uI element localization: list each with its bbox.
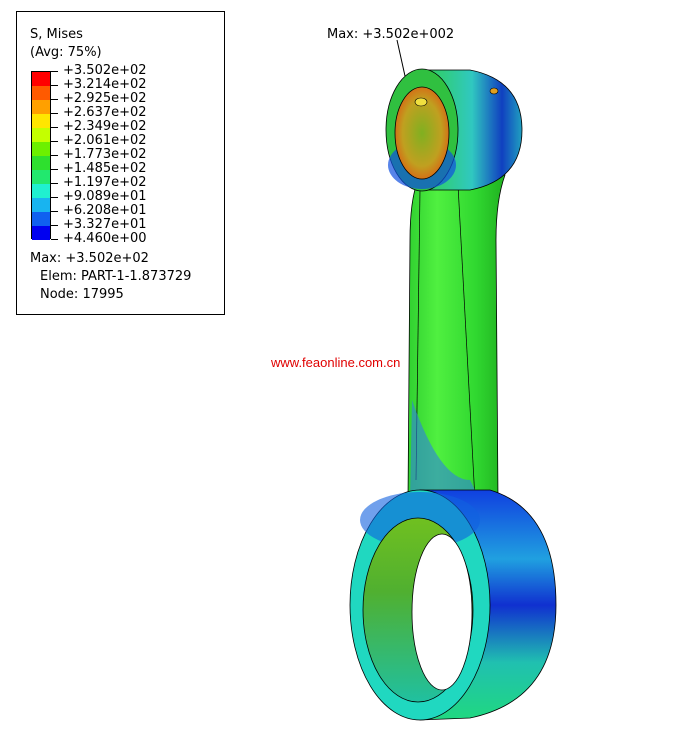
legend-tick xyxy=(51,155,58,156)
color-band xyxy=(32,114,50,128)
legend-tick xyxy=(51,211,58,212)
legend-value: +1.773e+02 xyxy=(63,147,147,162)
color-band xyxy=(32,184,50,198)
oil-hole xyxy=(489,87,499,95)
legend-value: +3.214e+02 xyxy=(63,77,147,92)
legend-value: +2.349e+02 xyxy=(63,119,147,134)
shank-shade xyxy=(410,400,480,500)
legend-tick xyxy=(51,141,58,142)
legend-value: +1.197e+02 xyxy=(63,175,147,190)
legend-tick xyxy=(51,85,58,86)
watermark: www.feaonline.com.cn xyxy=(271,355,401,370)
color-band xyxy=(32,142,50,156)
legend-elem: Elem: PART-1-1.873729 xyxy=(40,269,192,284)
color-band xyxy=(32,226,50,240)
legend-value: +1.485e+02 xyxy=(63,161,147,176)
legend-tick xyxy=(51,183,58,184)
legend-value: +3.327e+01 xyxy=(63,217,147,232)
color-band xyxy=(32,170,50,184)
big-end-hole-far xyxy=(411,533,473,691)
legend-value: +3.502e+02 xyxy=(63,63,147,78)
legend-tick xyxy=(51,113,58,114)
legend-value: +6.208e+01 xyxy=(63,203,147,218)
legend-tick xyxy=(51,197,58,198)
shank xyxy=(407,174,506,501)
legend-value: +2.637e+02 xyxy=(63,105,147,120)
legend-tick xyxy=(51,169,58,170)
legend-value: +9.089e+01 xyxy=(63,189,147,204)
small-end-hole xyxy=(394,86,450,180)
legend-tick xyxy=(51,225,58,226)
contour-legend: S, Mises (Avg: 75%) +3.502e+02 +3.214e+02… xyxy=(16,11,225,315)
legend-subtitle: (Avg: 75%) xyxy=(30,45,102,60)
legend-tick xyxy=(51,239,58,240)
color-band xyxy=(32,86,50,100)
legend-value: +2.061e+02 xyxy=(63,133,147,148)
color-bar xyxy=(31,71,51,240)
legend-max: Max: +3.502e+02 xyxy=(30,251,149,266)
max-leader-line xyxy=(396,39,406,77)
color-band xyxy=(32,212,50,226)
oil-hole xyxy=(414,97,428,107)
legend-value: +4.460e+00 xyxy=(63,231,147,246)
color-band xyxy=(32,156,50,170)
color-band xyxy=(32,128,50,142)
color-band xyxy=(32,100,50,114)
max-annotation: Max: +3.502e+002 xyxy=(327,27,455,42)
legend-tick xyxy=(51,99,58,100)
legend-tick xyxy=(51,71,58,72)
legend-tick xyxy=(51,127,58,128)
color-band xyxy=(32,198,50,212)
legend-node: Node: 17995 xyxy=(40,287,124,302)
shank-rib-line xyxy=(457,184,476,501)
color-band xyxy=(32,72,50,86)
legend-title: S, Mises xyxy=(30,27,83,42)
legend-value: +2.925e+02 xyxy=(63,91,147,106)
